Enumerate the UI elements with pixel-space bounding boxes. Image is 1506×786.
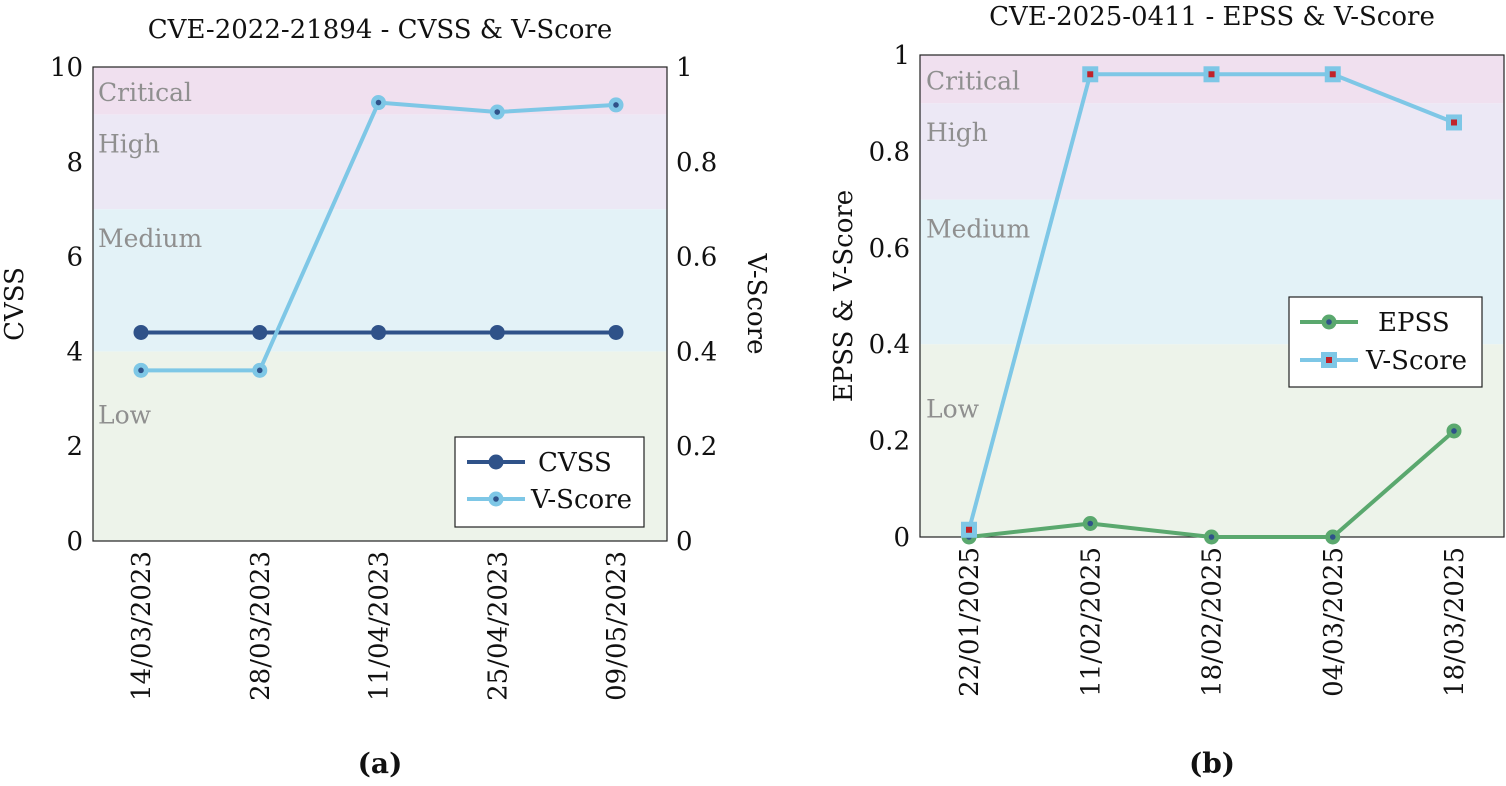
y-axis-label-a: CVSS — [0, 267, 30, 341]
y-ticks-b: 0 0.2 0.4 0.6 0.8 1 — [869, 41, 910, 553]
y-tick-label: 0 — [893, 523, 910, 553]
chart-panel-b: Low Medium High Critical CVE-2025-0411 - EP… — [829, 2, 1505, 780]
y-tick-label: 0.8 — [869, 137, 910, 167]
caption-b: (b) — [1189, 747, 1235, 780]
legend-box-a — [454, 436, 645, 528]
data-point-cvss — [371, 324, 386, 340]
data-point-center-v-score — [1208, 71, 1215, 78]
y-ticks-left-a: 0 2 4 6 8 10 — [50, 53, 83, 557]
data-point-cvss — [252, 324, 268, 340]
data-point-center-v-score — [1451, 119, 1457, 126]
plot-frame-a — [92, 66, 668, 542]
severity-bands-b — [920, 55, 1504, 537]
severity-band-label-low: Low — [98, 400, 152, 429]
y-tick-label: 0.4 — [869, 330, 910, 360]
data-point-center-epss — [1208, 534, 1215, 540]
data-point-center-v-score — [966, 526, 972, 533]
y-axis-label-right-a: V-Score — [741, 252, 771, 354]
y-tick-label: 0.6 — [869, 234, 910, 264]
data-point-center-epss — [1329, 534, 1336, 540]
x-tick-label: 09/05/2023 — [602, 551, 632, 701]
y-tick-label-right: 0.2 — [676, 432, 717, 462]
x-tick-label: 28/03/2023 — [246, 551, 276, 701]
y-tick-label: 8 — [66, 148, 83, 178]
severity-band-high — [93, 114, 667, 210]
chart-title-b: CVE-2025-0411 - EPSS & V-Score — [989, 2, 1435, 32]
x-ticks-b: 22/01/2025 11/02/2025 18/02/2025 04/03/2025… — [955, 547, 1470, 697]
x-ticks-a: 14/03/2023 28/03/2023 11/04/2023 25/04/2023… — [127, 551, 632, 701]
y-tick-label-right: 0 — [676, 527, 693, 557]
x-tick-label: 11/04/2023 — [365, 551, 395, 701]
legend-marker-cvss — [488, 454, 504, 470]
severity-band-label-low: Low — [926, 394, 980, 423]
y-tick-label-right: 0.8 — [676, 148, 717, 178]
legend-marker-dot-vscore-a — [493, 496, 499, 502]
x-tick-label: 18/03/2025 — [1440, 547, 1470, 697]
y-tick-label: 6 — [66, 243, 83, 273]
x-tick-label: 25/04/2023 — [483, 551, 513, 701]
legend-marker-dot-vscore-b — [1326, 357, 1332, 363]
data-point-center-epss — [1451, 428, 1457, 434]
y-tick-label: 4 — [66, 337, 83, 367]
series-b — [961, 66, 1462, 545]
y-tick-label: 1 — [893, 41, 910, 71]
data-point-center-v-score — [494, 109, 501, 115]
severity-band-label-medium: Medium — [98, 224, 202, 253]
severity-band-high — [920, 103, 1504, 200]
legend-box-b — [1288, 296, 1483, 388]
x-tick-label: 04/03/2025 — [1319, 547, 1349, 697]
severity-band-label-high: High — [98, 129, 160, 158]
data-point-cvss — [608, 324, 624, 340]
severity-band-label-critical: Critical — [98, 78, 192, 107]
x-tick-label: 14/03/2023 — [127, 551, 157, 701]
data-point-center-v-score — [1087, 71, 1094, 78]
legend-marker-dot-epss — [1326, 319, 1332, 325]
data-point-center-v-score — [1329, 71, 1336, 78]
chart-title-a: CVE-2022-21894 - CVSS & V-Score — [148, 15, 612, 45]
x-tick-label: 11/02/2025 — [1076, 547, 1106, 697]
legend-a: CVSS V-Score — [454, 436, 645, 528]
chart-panel-a: Low Medium High Critical CVE-2022-21894 - C… — [0, 15, 771, 780]
data-point-center-v-score — [375, 99, 382, 106]
y-tick-label-right: 0.6 — [676, 243, 717, 273]
data-point-cvss — [489, 324, 505, 340]
y-tick-label: 0.2 — [869, 427, 910, 457]
legend-label-vscore-b: V-Score — [1365, 346, 1467, 376]
x-tick-label: 22/01/2025 — [955, 547, 985, 697]
y-axis-label-b: EPSS & V-Score — [829, 190, 859, 402]
data-point-center-epss — [1087, 520, 1094, 527]
y-tick-label-right: 0.4 — [676, 337, 717, 367]
severity-band-labels-b: Low Medium High Critical — [926, 67, 1030, 424]
severity-band-labels-a: Low Medium High Critical — [98, 78, 202, 429]
data-point-cvss — [133, 324, 149, 340]
x-tick-label: 18/02/2025 — [1198, 547, 1228, 697]
severity-band-label-medium: Medium — [926, 215, 1030, 244]
y-ticks-right-a: 0 0.2 0.4 0.6 0.8 1 — [676, 53, 717, 557]
legend-b: EPSS V-Score — [1288, 296, 1483, 388]
legend-label-vscore-a: V-Score — [530, 485, 632, 515]
y-tick-label: 0 — [66, 527, 83, 557]
data-point-center-v-score — [138, 367, 144, 374]
series-a — [133, 95, 624, 378]
y-tick-label: 10 — [50, 53, 83, 83]
legend-label-cvss: CVSS — [538, 448, 612, 478]
legend-label-epss: EPSS — [1378, 308, 1450, 338]
severity-band-label-high: High — [926, 118, 988, 147]
y-tick-label: 2 — [66, 432, 83, 462]
caption-a: (a) — [358, 747, 403, 780]
severity-band-label-critical: Critical — [926, 67, 1020, 96]
data-point-center-v-score — [613, 102, 619, 108]
y-tick-label-right: 1 — [676, 53, 693, 83]
data-point-center-v-score — [256, 367, 263, 374]
